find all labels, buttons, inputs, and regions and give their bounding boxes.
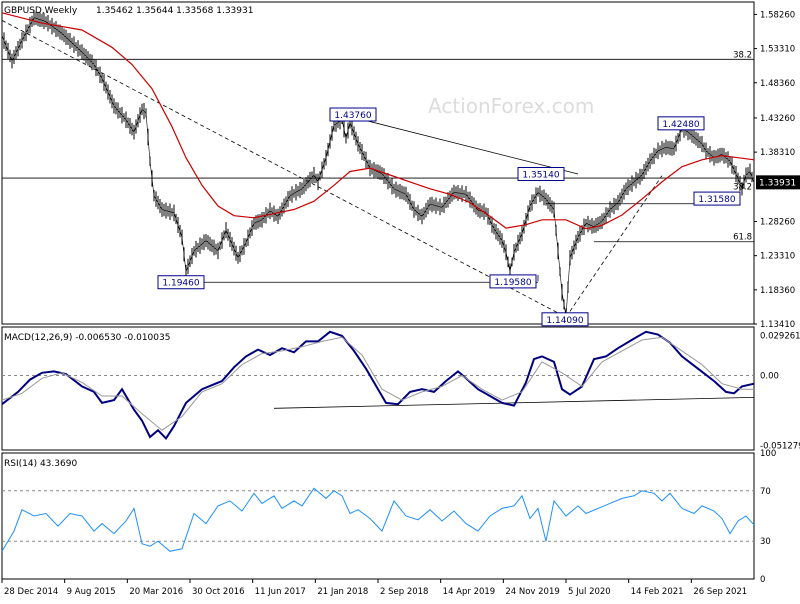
price-level-label: 1.31580 — [698, 195, 735, 205]
macd-y-tick-label: 0.029261 — [760, 332, 800, 342]
x-tick-label: 26 Sep 2021 — [693, 587, 747, 597]
macd-line — [1, 330, 755, 440]
x-tick-label: 20 Mar 2016 — [129, 587, 183, 597]
last-price-tag — [756, 175, 800, 190]
rsi-line — [1, 487, 755, 552]
price-level-label-box — [157, 275, 205, 290]
macd-panel-title: MACD(12,26,9) -0.006530 -0.010035 — [4, 333, 170, 343]
moving-average-line — [1, 12, 755, 230]
price-level-label: 1.42480 — [662, 120, 699, 130]
price-panel-ohlc: 1.35462 1.35644 1.33568 1.33931 — [96, 6, 253, 16]
rsi-y-tick-label: 30 — [760, 537, 771, 547]
macd-y-tick-label: -0.051279 — [760, 442, 800, 452]
price-y-tick-label: 1.18360 — [760, 286, 795, 296]
x-tick-label: 5 Jul 2020 — [568, 587, 611, 597]
price-line — [1, 17, 755, 317]
price-y-tick-label: 1.23310 — [760, 252, 795, 262]
price-level-label: 1.14090 — [546, 316, 583, 326]
price-y-tick-label: 1.48360 — [760, 79, 795, 89]
price-level-label-box — [329, 107, 377, 122]
price-level-label-box — [541, 312, 589, 327]
x-tick-label: 21 Jan 2018 — [317, 587, 368, 597]
price-level-label-box — [693, 191, 741, 206]
price-y-tick-label: 1.53310 — [760, 45, 795, 55]
price-level-label-box — [657, 116, 705, 131]
rsi-panel-frame — [1, 452, 755, 580]
price-trendline — [1, 20, 567, 318]
x-tick-label: 14 Apr 2019 — [443, 587, 496, 597]
rsi-y-tick-label: 0 — [760, 575, 765, 585]
price-level-label: 1.19580 — [494, 278, 531, 288]
price-y-tick-label: 1.13410 — [760, 320, 795, 330]
price-y-tick-label: 1.38310 — [760, 148, 795, 158]
price-trendline — [565, 175, 663, 318]
x-tick-label: 28 Dec 2014 — [4, 587, 58, 597]
macd-y-tick-label: 0.00 — [760, 372, 779, 382]
price-panel-frame — [1, 1, 755, 325]
x-tick-label: 2 Sep 2018 — [380, 587, 428, 597]
fib-level-label: 61.8 — [733, 233, 752, 243]
x-tick-label: 11 Jun 2017 — [255, 587, 306, 597]
x-tick-label: 9 Aug 2015 — [67, 587, 116, 597]
macd-panel-frame — [1, 326, 755, 451]
rsi-y-tick-label: 100 — [760, 449, 776, 459]
price-level-label: 1.35140 — [522, 171, 559, 181]
fib-level-label: 38.2 — [733, 50, 752, 60]
price-panel-symbol: GBPUSD,Weekly — [4, 6, 78, 16]
watermark: ActionForex.com — [428, 94, 594, 118]
x-tick-label: 30 Oct 2016 — [192, 587, 245, 597]
price-y-tick-label: 1.28260 — [760, 217, 795, 227]
price-level-label-box — [489, 274, 537, 289]
x-tick-label: 14 Feb 2021 — [631, 587, 684, 597]
price-level-label: 1.43760 — [334, 111, 371, 121]
rsi-panel-title: RSI(14) 43.3690 — [4, 459, 77, 469]
price-level-label-box — [517, 167, 565, 182]
price-trendline — [341, 114, 579, 175]
price-y-tick-label: 1.43260 — [760, 114, 795, 124]
rsi-y-tick-label: 70 — [760, 487, 771, 497]
last-price-value: 1.33931 — [759, 178, 796, 188]
price-level-label: 1.19460 — [162, 279, 199, 289]
macd-trendline — [273, 396, 755, 409]
macd-signal-line — [1, 336, 754, 431]
x-tick-label: 24 Nov 2019 — [505, 587, 559, 597]
price-y-tick-label: 1.58260 — [760, 10, 795, 20]
